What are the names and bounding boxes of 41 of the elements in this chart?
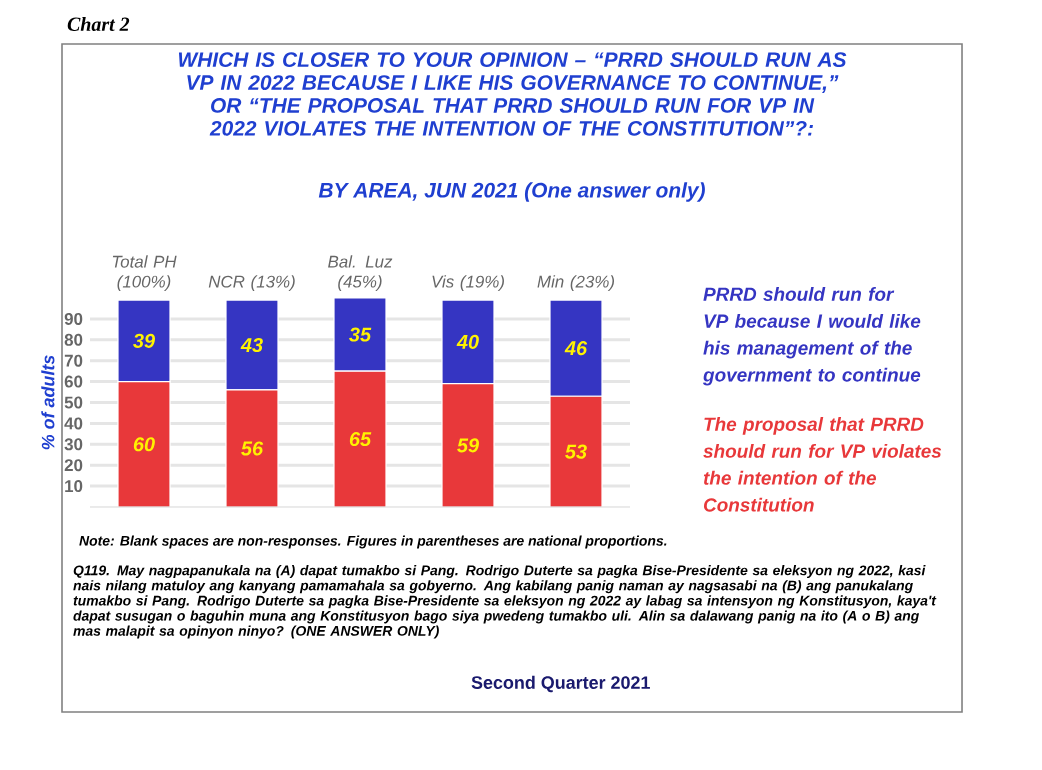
y-tick-label: 50 [64, 396, 83, 409]
data-label: 39 [133, 333, 155, 348]
bar [333, 298, 387, 372]
x-tick-label: Total PH (100%) [112, 255, 177, 291]
bar [225, 389, 279, 507]
bar [441, 299, 495, 385]
x-tick-label: NCR (13%) [208, 275, 295, 291]
text: Second Quarter 2021 [471, 675, 650, 693]
data-label: 46 [564, 341, 588, 356]
y-tick-label: 20 [64, 459, 83, 472]
data-label: 43 [240, 337, 263, 353]
caption: Chart 2 [67, 16, 130, 32]
text: PRRD should run for VP because I would like his management of the government to continue [702, 287, 921, 386]
y-tick-label: 10 [65, 480, 83, 493]
y-tick-label: 60 [64, 375, 83, 388]
y-axis-title: % of adults [41, 355, 55, 450]
y-tick-label: 80 [64, 333, 83, 346]
y-tick-label: 90 [64, 312, 83, 325]
y-tick-label: 40 [64, 417, 83, 430]
bar [441, 383, 495, 507]
bar [549, 299, 603, 397]
x-tick-label: Min (23%) [537, 275, 615, 291]
bar [225, 299, 279, 391]
x-tick-label: Vis (19%) [432, 275, 504, 291]
data-label: 35 [349, 327, 372, 342]
bar [117, 299, 171, 383]
chart-title: WHICH IS CLOSER TO YOUR OPINION – “PRRD SHOULD RUN AS VP IN 2022 BECAUSE I LIKE HIS GOVERNANCE TO CONTINUE,” OR “THE PROPOSAL THAT PRRD SHOULD RUN FOR VP IN 2022 VIOLATES THE INTENTION OF THE CONSTITUTION”?: [178, 52, 847, 136]
data-label: 65 [349, 432, 372, 447]
x-tick-label: Bal. Luz (45%) [328, 255, 393, 291]
y-tick-label: 70 [64, 354, 83, 367]
data-label: 53 [565, 444, 587, 459]
data-label: 60 [133, 437, 155, 452]
data-label: 56 [241, 441, 264, 456]
bar [333, 370, 387, 507]
data-label: 59 [457, 438, 479, 453]
y-tick-label: 30 [64, 438, 83, 451]
bar [549, 395, 603, 507]
text: The proposal that PRRD should run for VP violates the intention of the Constitution [703, 417, 942, 512]
data-label: 40 [456, 334, 479, 349]
chart-subtitle: BY AREA, JUN 2021 (One answer only) [318, 182, 705, 202]
bar [117, 381, 171, 507]
